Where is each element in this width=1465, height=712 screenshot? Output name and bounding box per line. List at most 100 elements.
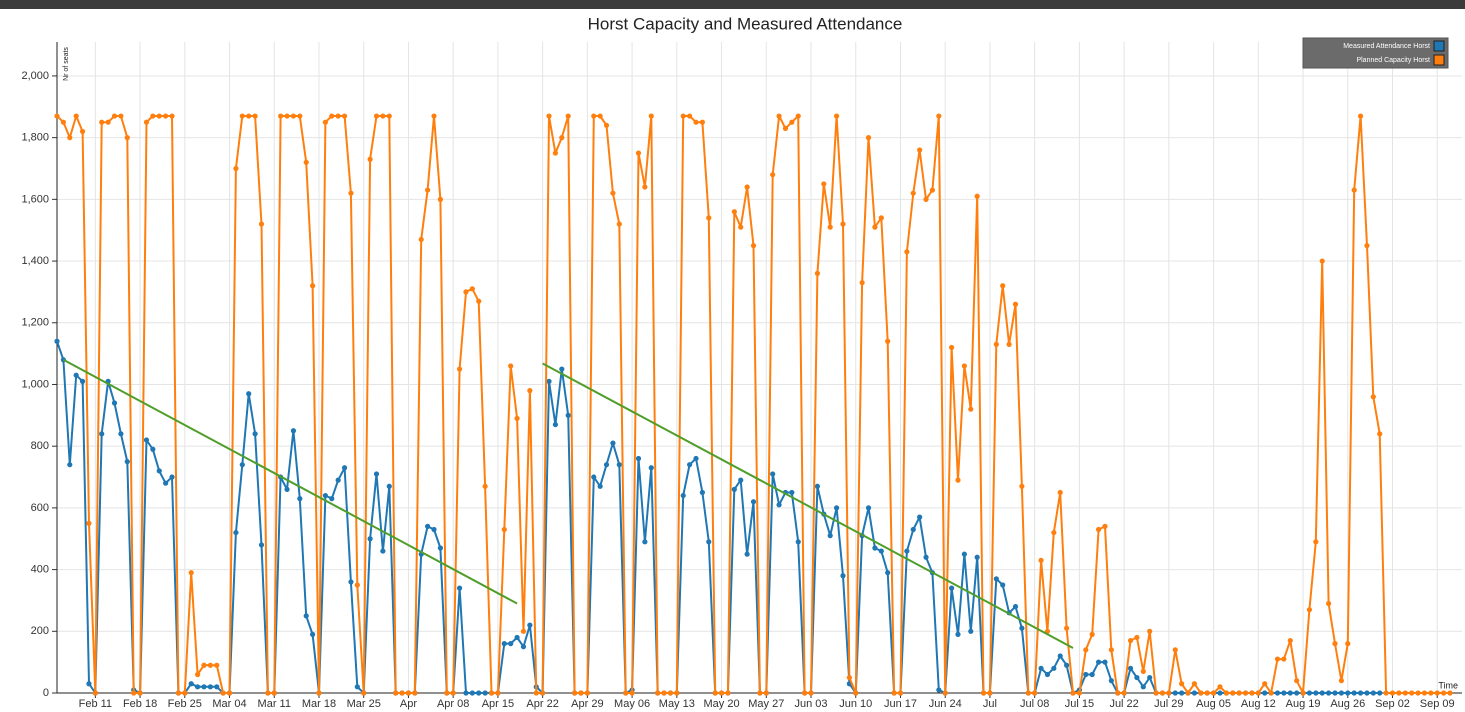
data-point bbox=[1332, 690, 1338, 696]
data-point bbox=[456, 585, 463, 591]
data-point bbox=[67, 135, 73, 141]
data-point bbox=[1095, 526, 1102, 533]
data-point bbox=[226, 690, 233, 696]
data-point bbox=[284, 113, 290, 119]
data-point bbox=[904, 249, 910, 255]
data-point bbox=[1000, 283, 1006, 289]
x-tick-label: Apr 08 bbox=[437, 698, 469, 710]
data-point bbox=[949, 585, 955, 591]
data-point bbox=[968, 628, 974, 634]
data-point bbox=[1089, 631, 1095, 637]
data-point bbox=[137, 690, 143, 696]
data-point bbox=[642, 539, 648, 545]
data-point bbox=[501, 641, 507, 647]
data-point bbox=[1057, 489, 1063, 496]
data-point bbox=[1421, 690, 1428, 696]
data-point bbox=[1313, 539, 1319, 545]
data-point bbox=[757, 690, 763, 696]
data-point bbox=[936, 687, 942, 693]
data-point bbox=[329, 113, 335, 119]
x-tick-label: Aug 05 bbox=[1196, 698, 1231, 710]
x-tick-label: Sep 09 bbox=[1420, 698, 1455, 710]
data-point bbox=[923, 196, 929, 202]
data-point bbox=[763, 690, 769, 696]
data-point bbox=[776, 113, 782, 119]
data-point bbox=[354, 582, 360, 588]
data-point bbox=[827, 224, 833, 230]
data-point bbox=[335, 477, 341, 483]
data-point bbox=[1089, 671, 1095, 678]
data-point bbox=[1198, 690, 1204, 696]
data-point bbox=[853, 690, 859, 696]
data-point bbox=[118, 431, 124, 437]
data-point bbox=[917, 147, 923, 153]
data-point bbox=[335, 113, 341, 119]
x-tick-label: Jul 15 bbox=[1065, 698, 1094, 710]
data-point bbox=[1389, 690, 1396, 696]
data-point bbox=[239, 462, 245, 468]
data-point bbox=[706, 539, 712, 545]
data-point bbox=[661, 690, 667, 696]
data-point bbox=[54, 113, 60, 119]
x-tick-label: Jul 22 bbox=[1109, 698, 1138, 710]
data-point bbox=[1281, 690, 1287, 696]
data-point bbox=[399, 690, 405, 696]
data-point bbox=[961, 363, 967, 369]
data-point bbox=[1172, 647, 1178, 653]
data-point bbox=[1038, 557, 1044, 563]
data-point bbox=[297, 113, 303, 119]
data-point bbox=[163, 113, 169, 119]
data-point bbox=[565, 412, 571, 418]
data-point bbox=[412, 690, 418, 696]
data-point bbox=[821, 181, 827, 187]
x-axis-label: Time bbox=[1438, 680, 1458, 690]
data-point bbox=[802, 690, 808, 696]
data-point bbox=[1102, 659, 1108, 665]
data-point bbox=[955, 631, 961, 637]
data-point bbox=[846, 674, 852, 681]
data-point bbox=[271, 690, 277, 696]
data-point bbox=[201, 662, 207, 668]
legend-box bbox=[1302, 37, 1449, 69]
legend-label: Planned Capacity Horst bbox=[1356, 57, 1430, 64]
data-point bbox=[1364, 690, 1370, 696]
data-point bbox=[258, 542, 265, 548]
data-point bbox=[904, 548, 910, 554]
data-point bbox=[1383, 690, 1389, 696]
data-point bbox=[143, 437, 150, 443]
data-point bbox=[310, 631, 316, 637]
data-point bbox=[1032, 690, 1038, 696]
data-point bbox=[520, 628, 527, 634]
data-point bbox=[795, 113, 801, 119]
x-tick-label: Jul 29 bbox=[1154, 698, 1183, 710]
x-tick-label: Jun 24 bbox=[929, 698, 962, 710]
data-point bbox=[86, 681, 92, 687]
x-tick-label: May 27 bbox=[748, 698, 784, 710]
data-point bbox=[731, 209, 737, 215]
data-point bbox=[1057, 653, 1063, 659]
data-point bbox=[1191, 690, 1198, 696]
data-point bbox=[910, 526, 916, 533]
data-point bbox=[1396, 690, 1402, 696]
data-point bbox=[476, 690, 482, 696]
data-point bbox=[782, 125, 789, 131]
data-point bbox=[1345, 690, 1351, 696]
data-point bbox=[1338, 690, 1344, 696]
data-point bbox=[706, 215, 712, 221]
data-point bbox=[917, 514, 923, 520]
data-point bbox=[1357, 113, 1364, 119]
data-point bbox=[597, 113, 603, 119]
data-point bbox=[476, 298, 482, 304]
data-point bbox=[348, 190, 354, 196]
x-tick-label: Feb 18 bbox=[123, 698, 157, 710]
data-point bbox=[584, 690, 590, 696]
data-point bbox=[1147, 628, 1153, 634]
data-point bbox=[92, 690, 98, 696]
trend-line bbox=[542, 362, 1074, 649]
data-point bbox=[194, 671, 201, 678]
data-point bbox=[1025, 690, 1031, 696]
data-point bbox=[929, 187, 936, 193]
data-point bbox=[1147, 674, 1153, 681]
